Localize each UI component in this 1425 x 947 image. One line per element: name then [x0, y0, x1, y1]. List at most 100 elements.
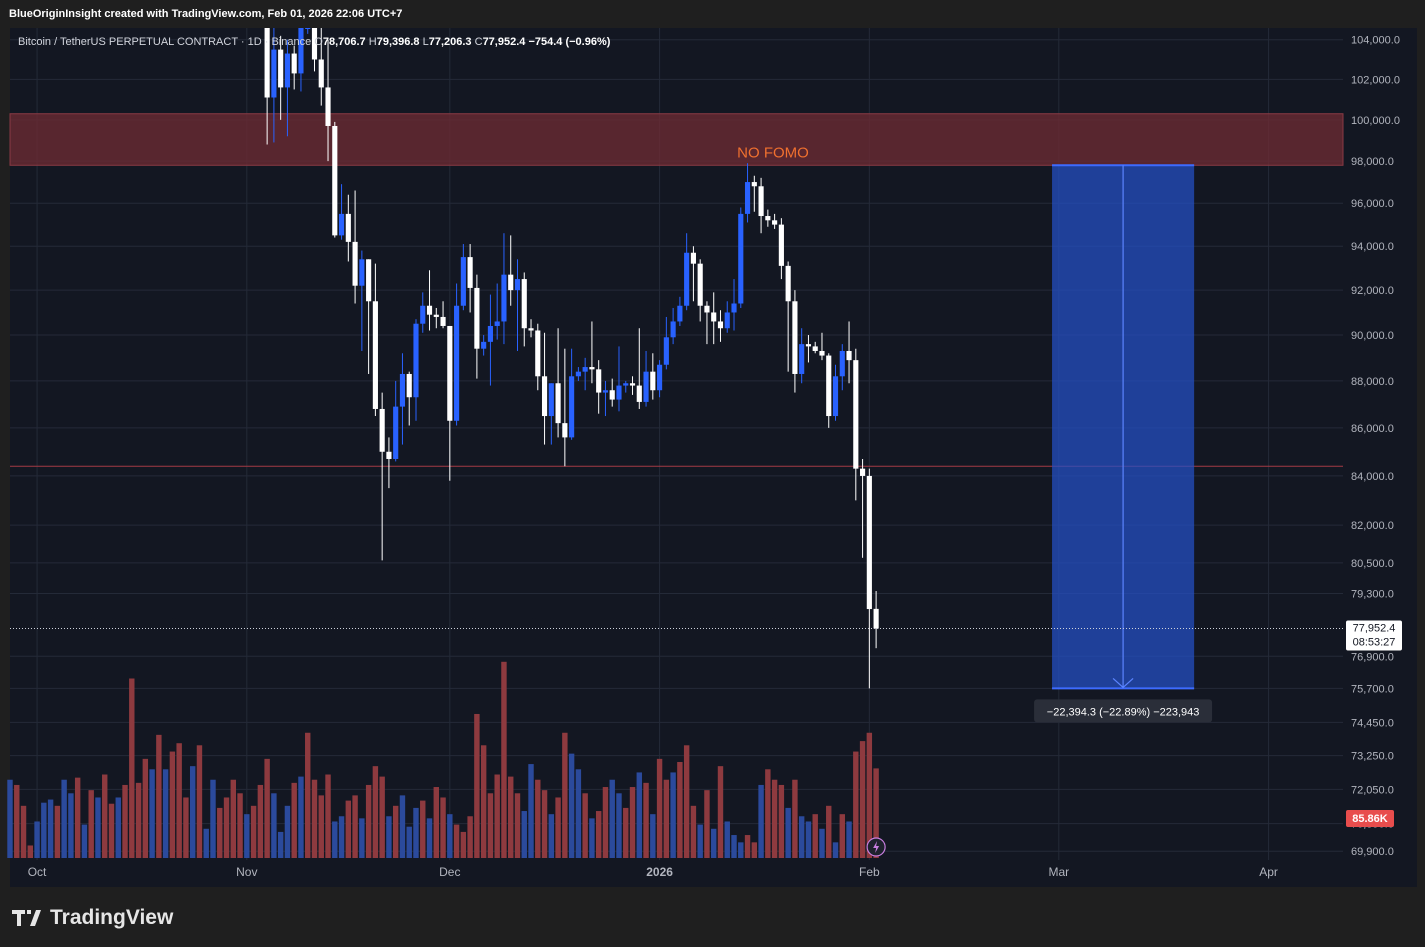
volume-bar: [508, 776, 514, 858]
candle-body: [663, 337, 669, 365]
candle-body: [711, 312, 717, 322]
volume-bar: [595, 811, 602, 858]
candle-body: [704, 305, 710, 313]
y-tick-label: 79,300.0: [1351, 589, 1394, 601]
volume-bar: [325, 774, 331, 858]
candle-body: [569, 376, 575, 438]
measure-label: −22,394.3 (−22.89%) −223,943: [1047, 706, 1200, 718]
y-tick-label: 102,000.0: [1351, 74, 1400, 86]
volume-bar: [859, 741, 866, 858]
candle-body: [751, 182, 757, 187]
volume-bar: [41, 802, 47, 858]
zone-label: NO FOMO: [737, 144, 809, 161]
candle-body: [657, 364, 663, 391]
candle-body: [386, 451, 392, 459]
volume-bar: [629, 787, 636, 858]
volume-bar: [135, 782, 142, 858]
candle-body: [819, 350, 825, 356]
volume-bar: [866, 732, 873, 858]
candle-body: [623, 383, 629, 386]
candle-body: [792, 301, 798, 374]
volume-bar: [819, 828, 825, 858]
open-label: O: [314, 36, 323, 48]
volume-bar: [162, 769, 169, 858]
candle-body: [677, 305, 683, 322]
candle-body: [670, 321, 676, 338]
ohlc-legend[interactable]: Bitcoin / TetherUS PERPETUAL CONTRACT · …: [18, 36, 611, 48]
close-label: C: [475, 36, 483, 48]
volume-bar: [47, 799, 54, 858]
volume-bar: [413, 807, 419, 858]
candle-body: [460, 257, 466, 306]
candle-body: [305, 28, 311, 29]
close-value: 77,952.4: [483, 36, 527, 48]
volume-bar: [765, 769, 771, 858]
low-value: 77,206.3: [429, 36, 472, 48]
candle-body: [413, 323, 419, 398]
volume-bar: [183, 797, 189, 858]
volume-bar: [54, 805, 61, 858]
candle-body: [393, 406, 399, 459]
volume-bar: [751, 842, 758, 858]
volume-bar: [501, 661, 507, 858]
candle-body: [575, 371, 581, 377]
volume-bar: [873, 768, 879, 858]
volume-bar: [758, 784, 764, 858]
volume-bar: [7, 779, 13, 858]
candle-body: [366, 259, 372, 302]
x-tick-label: Dec: [439, 865, 460, 879]
symbol-title: Bitcoin / TetherUS PERPETUAL CONTRACT · …: [18, 36, 311, 48]
volume-bar: [189, 766, 196, 858]
volume-bar: [284, 805, 291, 858]
candle-body: [447, 325, 453, 421]
candle-body: [609, 390, 615, 400]
volume-bar: [311, 779, 318, 858]
volume-bar: [663, 779, 670, 858]
volume-bar: [115, 797, 121, 858]
volume-bar: [291, 782, 297, 858]
volume-bar: [68, 793, 74, 858]
volume-bar: [609, 779, 615, 858]
volume-bar: [846, 821, 852, 858]
candle-body: [528, 328, 534, 331]
y-tick-label: 76,900.0: [1351, 651, 1394, 663]
candle-body: [616, 385, 622, 400]
candle-body: [697, 263, 703, 306]
volume-bar: [345, 800, 352, 858]
volume-bar: [352, 795, 358, 858]
volume-bar: [487, 793, 494, 858]
volume-bar: [61, 779, 67, 858]
volume-bar: [264, 758, 270, 858]
candle-body: [812, 346, 818, 351]
volume-bar: [548, 814, 555, 858]
y-tick-label: 80,500.0: [1351, 558, 1394, 570]
volume-bar: [420, 800, 426, 858]
volume-bar: [704, 790, 710, 858]
candle-body: [420, 305, 426, 324]
candle-body: [799, 344, 805, 374]
volume-bar: [643, 782, 649, 858]
volume-bar: [832, 842, 839, 858]
candle-body: [778, 224, 784, 266]
volume-bar: [244, 814, 250, 858]
volume-bar: [203, 828, 209, 858]
volume-bar: [95, 797, 101, 858]
candle-body: [805, 344, 812, 347]
candle-body: [359, 259, 365, 286]
volume-bar: [738, 842, 744, 858]
volume-bar: [602, 787, 609, 858]
candle-body: [602, 390, 609, 393]
x-tick-label: Feb: [859, 865, 880, 879]
y-tick-label: 94,000.0: [1351, 241, 1394, 253]
volume-bar: [271, 793, 277, 858]
y-tick-label: 104,000.0: [1351, 35, 1400, 47]
candle-body: [352, 241, 358, 286]
volume-bar: [149, 769, 155, 858]
author-credit: BlueOriginInsight created with TradingVi…: [9, 8, 403, 20]
last-price-value: 77,952.4: [1353, 623, 1396, 635]
volume-bar: [690, 805, 697, 858]
volume-bar: [656, 758, 663, 858]
candle-body: [629, 383, 636, 386]
candle-body: [508, 274, 514, 291]
